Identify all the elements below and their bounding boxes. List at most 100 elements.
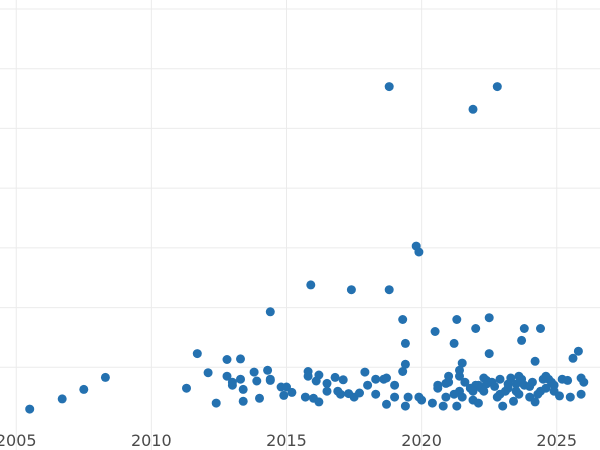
data-point: [398, 367, 408, 376]
data-point: [382, 373, 391, 383]
data-point: [536, 324, 545, 333]
data-point: [484, 349, 494, 359]
data-point: [390, 380, 400, 390]
data-point: [384, 82, 394, 92]
data-point: [322, 378, 332, 388]
data-point: [452, 315, 462, 324]
data-point: [400, 401, 410, 411]
data-point: [303, 371, 313, 381]
data-point: [468, 386, 478, 396]
data-point: [263, 365, 273, 375]
data-point: [355, 388, 364, 398]
data-point: [236, 374, 245, 384]
data-point: [498, 401, 508, 411]
data-point: [330, 372, 340, 382]
data-point: [576, 389, 586, 399]
data-point: [492, 82, 502, 92]
data-point: [509, 396, 518, 406]
data-point: [211, 398, 221, 408]
data-point: [414, 247, 424, 257]
data-point: [527, 377, 537, 387]
data-point: [398, 315, 408, 324]
data-point: [455, 365, 464, 375]
data-point: [541, 371, 551, 381]
data-points: [25, 82, 589, 414]
x-tick-label: 2025: [536, 431, 577, 450]
data-point: [417, 395, 427, 405]
data-point: [403, 392, 413, 402]
data-point: [449, 389, 459, 399]
data-point: [441, 392, 451, 402]
data-point: [336, 389, 345, 399]
data-point: [541, 383, 551, 393]
data-point: [314, 397, 324, 407]
data-point: [222, 355, 232, 364]
data-point: [471, 324, 481, 333]
data-point: [363, 380, 373, 390]
data-point: [457, 392, 467, 402]
data-point: [279, 390, 289, 400]
data-point: [300, 392, 310, 402]
data-point: [457, 358, 467, 368]
data-point: [79, 384, 89, 394]
data-point: [238, 396, 248, 406]
data-point: [249, 367, 259, 377]
data-point: [430, 327, 440, 336]
x-tick-label: 2010: [131, 431, 172, 450]
data-point: [203, 368, 213, 378]
data-point: [514, 389, 524, 399]
data-point: [555, 391, 564, 401]
data-point: [490, 381, 500, 391]
data-point: [192, 349, 202, 359]
data-point: [452, 401, 462, 411]
data-point: [444, 371, 454, 381]
data-point: [371, 389, 381, 399]
data-point: [182, 383, 191, 393]
data-point: [506, 373, 516, 383]
data-point: [236, 354, 245, 364]
data-point: [519, 324, 529, 333]
data-point: [265, 307, 275, 317]
data-point: [306, 280, 316, 290]
data-point: [565, 392, 575, 402]
data-point: [252, 376, 262, 386]
data-point: [517, 335, 527, 345]
data-point: [460, 377, 470, 387]
data-point: [346, 285, 356, 295]
data-point: [238, 384, 248, 394]
data-point: [530, 356, 540, 366]
x-tick-label: 2005: [0, 431, 37, 450]
data-point: [579, 377, 589, 387]
data-point: [563, 375, 573, 385]
data-point: [100, 372, 110, 382]
data-point: [382, 399, 391, 409]
data-point: [222, 371, 232, 381]
data-point: [530, 397, 540, 407]
data-point: [484, 313, 494, 323]
data-point: [265, 375, 275, 385]
data-point: [390, 392, 400, 402]
data-point: [287, 387, 297, 397]
data-point: [427, 398, 437, 408]
data-point: [57, 394, 67, 404]
data-point: [227, 380, 237, 390]
data-point: [495, 374, 505, 384]
data-point: [568, 353, 578, 363]
data-point: [473, 398, 483, 408]
data-point: [360, 367, 370, 377]
data-point: [338, 375, 348, 385]
data-point: [573, 346, 583, 356]
data-point: [400, 359, 410, 369]
data-point: [468, 104, 478, 114]
data-point: [438, 401, 448, 411]
data-point: [400, 338, 410, 348]
data-point: [255, 393, 264, 403]
data-point: [371, 374, 381, 384]
data-point: [322, 386, 332, 396]
x-tick-label: 2020: [401, 431, 442, 450]
data-point: [25, 404, 35, 414]
data-point: [384, 285, 394, 295]
